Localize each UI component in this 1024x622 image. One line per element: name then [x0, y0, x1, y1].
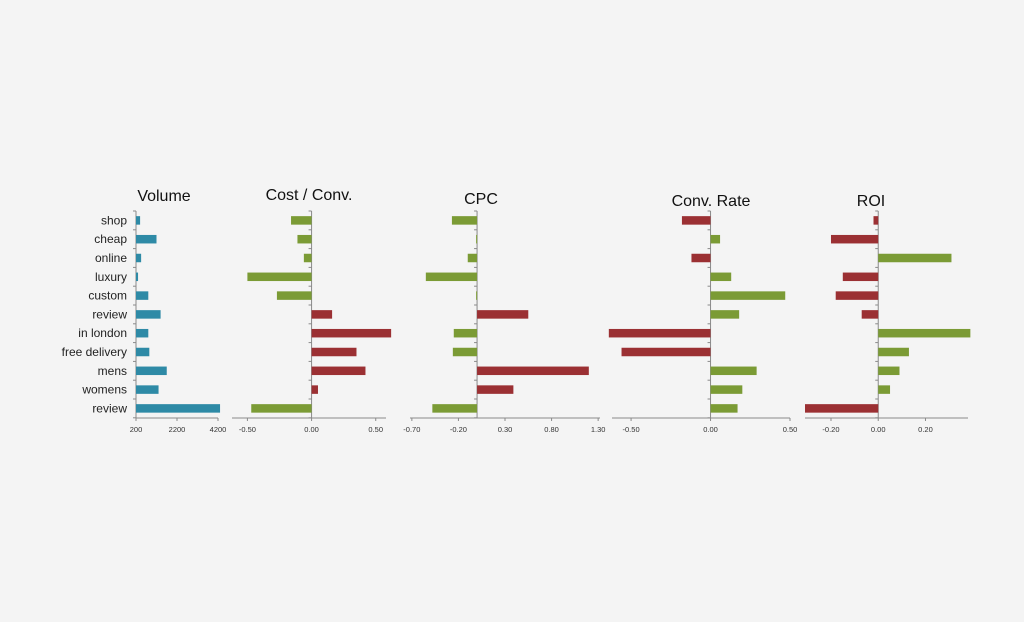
bar — [621, 347, 711, 357]
x-tick-label: 0.50 — [783, 425, 798, 434]
x-tick-label: -0.20 — [450, 425, 467, 434]
bar — [136, 328, 149, 338]
bar — [710, 366, 757, 376]
bar — [681, 216, 711, 225]
bar — [432, 404, 478, 413]
bar — [297, 234, 312, 244]
bar — [311, 328, 392, 338]
bar — [303, 253, 312, 263]
x-tick-label: 0.00 — [304, 425, 319, 434]
x-tick-label: 0.20 — [918, 425, 933, 434]
category-label: review — [92, 401, 127, 415]
bar — [878, 366, 900, 376]
bar — [136, 216, 141, 225]
bar — [710, 404, 738, 413]
panel-title: Cost / Conv. — [266, 187, 353, 204]
bar — [710, 272, 732, 282]
bar — [136, 347, 150, 357]
x-tick-label: 200 — [130, 425, 143, 434]
x-tick-label: 1.30 — [591, 425, 606, 434]
bar — [136, 291, 149, 300]
x-tick-label: 0.30 — [498, 425, 513, 434]
bar — [136, 366, 167, 376]
bar — [477, 366, 589, 376]
x-tick-label: 4200 — [210, 425, 227, 434]
category-label: womens — [81, 383, 127, 397]
bar — [476, 291, 478, 300]
bar — [452, 347, 478, 357]
bar — [291, 216, 312, 225]
x-tick-label: 0.50 — [368, 425, 383, 434]
x-tick-label: 0.00 — [871, 425, 886, 434]
bar — [477, 385, 514, 394]
bar — [136, 385, 159, 394]
x-tick-label: 0.80 — [544, 425, 559, 434]
bar — [451, 216, 478, 225]
bar — [311, 385, 318, 394]
category-label: in london — [78, 326, 127, 340]
x-tick-label: -0.20 — [822, 425, 839, 434]
bar — [842, 272, 879, 282]
bar — [247, 272, 312, 282]
x-tick-label: 0.00 — [703, 425, 718, 434]
bar — [136, 253, 142, 263]
bar — [878, 253, 952, 263]
x-tick-label: 2200 — [169, 425, 186, 434]
bar — [878, 347, 909, 357]
category-label: custom — [88, 289, 127, 303]
bar — [311, 347, 357, 357]
panel-title: Conv. Rate — [672, 193, 751, 210]
panel-title: CPC — [464, 191, 498, 208]
category-label: online — [95, 251, 127, 265]
category-label: review — [92, 307, 127, 321]
bar — [425, 272, 478, 282]
bar — [873, 216, 879, 225]
bar — [710, 310, 740, 319]
bar — [608, 328, 711, 338]
bar — [710, 291, 786, 300]
bar — [311, 310, 333, 319]
x-tick-label: -0.50 — [623, 425, 640, 434]
bar — [835, 291, 879, 300]
bar — [710, 234, 721, 244]
category-label: mens — [98, 364, 127, 378]
category-label: shop — [101, 213, 127, 227]
bar — [136, 404, 221, 413]
bar — [878, 385, 891, 394]
bar — [861, 310, 879, 319]
panel-title: ROI — [857, 193, 885, 210]
bar — [805, 404, 879, 413]
bar — [276, 291, 312, 300]
category-label: luxury — [95, 270, 127, 284]
panel-title: Volume — [137, 188, 190, 205]
bar — [710, 385, 743, 394]
bar — [453, 328, 478, 338]
bar — [691, 253, 711, 263]
bar — [136, 234, 157, 244]
category-label: free delivery — [62, 345, 127, 359]
bar — [251, 404, 312, 413]
bar — [477, 310, 529, 319]
bar — [311, 366, 366, 376]
x-tick-label: -0.50 — [239, 425, 256, 434]
bar — [476, 234, 478, 244]
bar — [136, 272, 139, 282]
bar — [136, 310, 161, 319]
bar — [467, 253, 478, 263]
x-tick-label: -0.70 — [403, 425, 420, 434]
bar — [878, 328, 971, 338]
bar — [830, 234, 879, 244]
category-label: cheap — [94, 232, 127, 246]
